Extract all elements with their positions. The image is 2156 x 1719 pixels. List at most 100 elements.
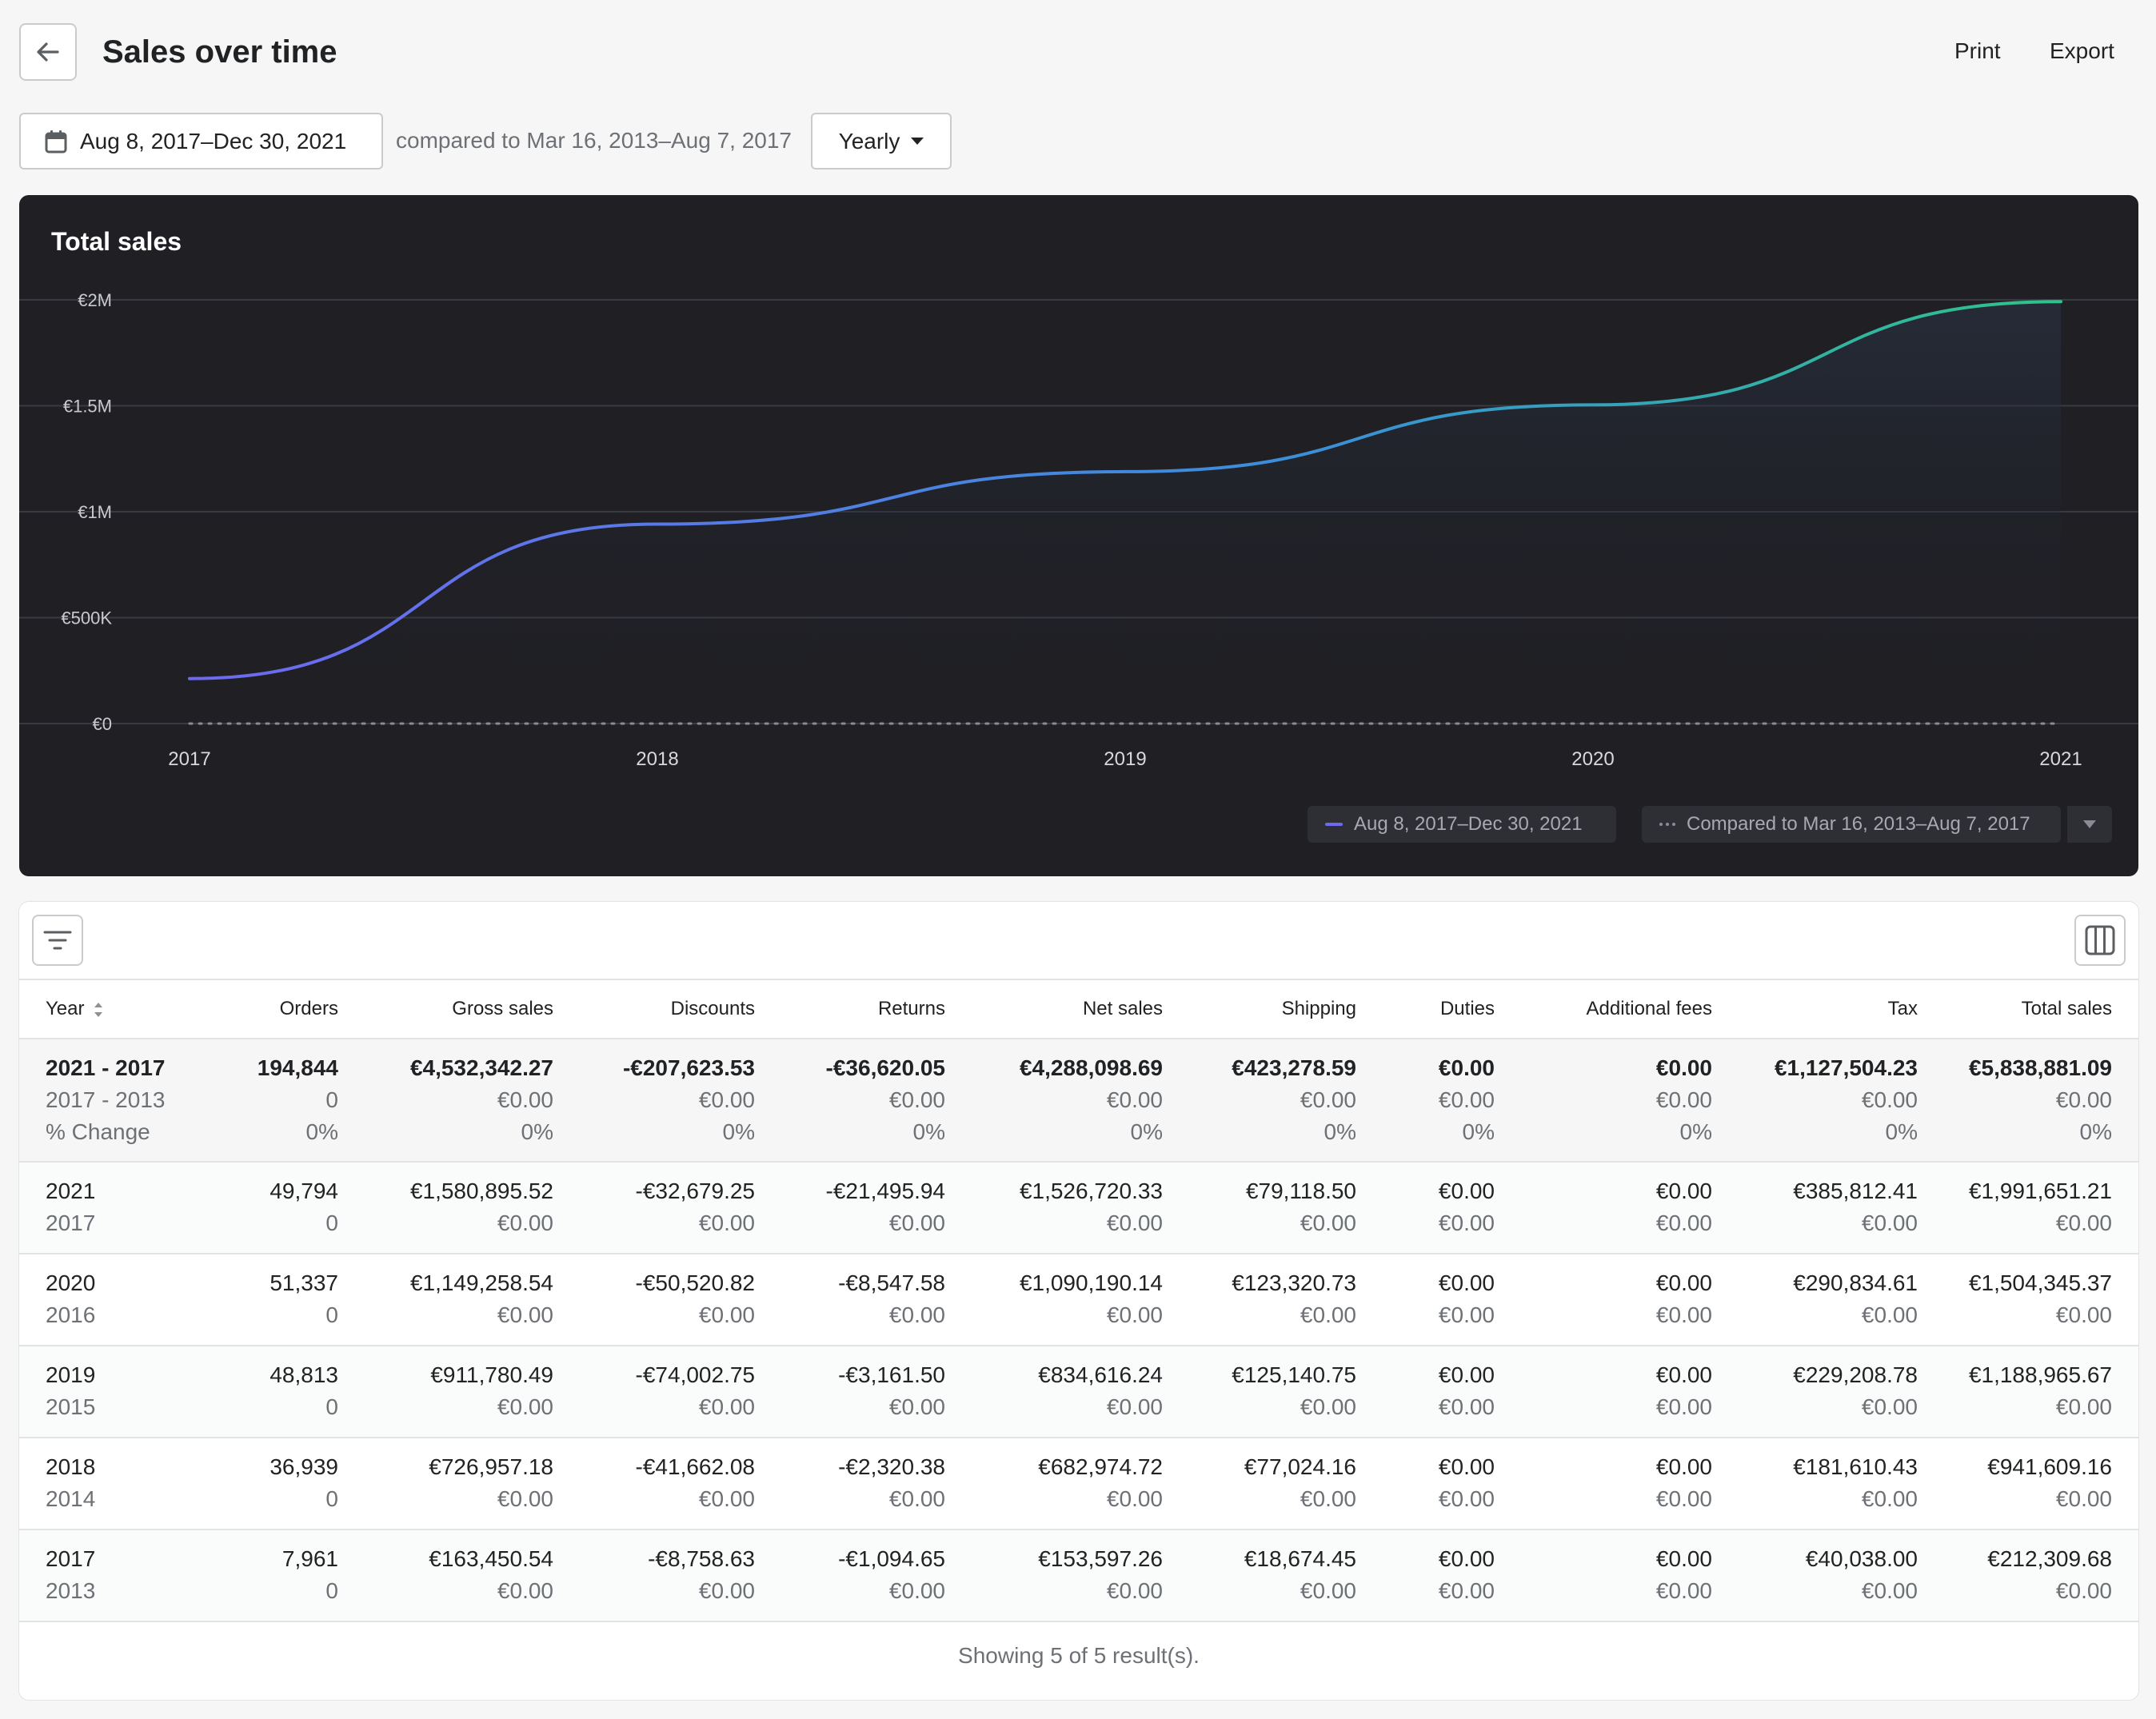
table-cell: €0.00 €0.00 <box>1356 1346 1495 1438</box>
column-header-tax[interactable]: Tax <box>1712 979 1918 1039</box>
table-cell: 36,939 0 <box>187 1438 338 1530</box>
cell-value: €1,188,965.67 <box>1968 1362 2112 1387</box>
cell-value: 0 <box>325 1578 338 1603</box>
cell-value: 0% <box>1885 1119 1918 1144</box>
column-header-total-sales[interactable]: Total sales <box>1918 979 2138 1039</box>
export-button[interactable]: Export <box>2050 38 2114 63</box>
cell-value: €0.00 <box>1655 1362 1712 1387</box>
cell-value: €0.00 <box>1655 1486 1712 1511</box>
print-button[interactable]: Print <box>1954 38 2001 63</box>
cell-value: 0 <box>325 1486 338 1511</box>
column-header-returns[interactable]: Returns <box>755 979 945 1039</box>
table-cell: €77,024.16 €0.00 <box>1163 1438 1356 1530</box>
cell-value: €0.00 <box>1300 1486 1356 1511</box>
table-cell: €153,597.26 €0.00 <box>945 1530 1163 1622</box>
cell-value: 0% <box>1462 1119 1495 1144</box>
cell-value: €0.00 <box>698 1394 755 1419</box>
filter-button[interactable] <box>32 915 83 966</box>
table-cell: €125,140.75 €0.00 <box>1163 1346 1356 1438</box>
cell-value: -€32,679.25 <box>635 1179 755 1203</box>
table-cell: -€32,679.25 €0.00 <box>553 1162 755 1254</box>
back-button[interactable] <box>19 23 77 81</box>
cell-value: €77,024.16 <box>1244 1454 1356 1479</box>
column-header-discounts[interactable]: Discounts <box>553 979 755 1039</box>
column-header-net-sales[interactable]: Net sales <box>945 979 1163 1039</box>
chart-title: Total sales <box>51 227 182 256</box>
table-cell: €385,812.41 €0.00 <box>1712 1162 1918 1254</box>
cell-value: €0.00 <box>888 1087 945 1112</box>
date-range-label: Aug 8, 2017–Dec 30, 2021 <box>80 128 347 154</box>
cell-value: €0.00 <box>1655 1055 1712 1080</box>
cell-value: 2018 <box>46 1454 96 1479</box>
cell-value: 51,337 <box>270 1270 338 1295</box>
cell-value: €423,278.59 <box>1232 1055 1356 1080</box>
date-range-picker[interactable]: Aug 8, 2017–Dec 30, 2021 <box>19 113 383 170</box>
period-select[interactable]: Yearly <box>811 113 952 170</box>
primary-series-line <box>188 300 2062 680</box>
series-area <box>190 301 2061 724</box>
cell-value: €0.00 <box>698 1486 755 1511</box>
cell-value: €0.00 <box>1861 1087 1918 1112</box>
cell-value: 48,813 <box>270 1362 338 1387</box>
cell-value: €0.00 <box>1106 1210 1163 1235</box>
cell-value: €0.00 <box>1438 1055 1495 1080</box>
cell-value: €212,309.68 <box>1987 1546 2112 1571</box>
columns-button[interactable] <box>2074 915 2126 966</box>
cell-value: €4,288,098.69 <box>1019 1055 1163 1080</box>
cell-value: 2021 - 2017 <box>46 1055 166 1080</box>
cell-value: 2021 <box>46 1179 96 1203</box>
table-row[interactable]: 2018 2014 36,939 0 €726,957.18 €0.00 -€41,662.… <box>19 1438 2138 1530</box>
cell-value: €125,140.75 <box>1232 1362 1356 1387</box>
cell-value: -€3,161.50 <box>838 1362 945 1387</box>
cell-value: €1,127,504.23 <box>1774 1055 1918 1080</box>
cell-value: 2017 - 2013 <box>46 1087 166 1112</box>
cell-value: -€50,520.82 <box>635 1270 755 1295</box>
table-cell: €1,991,651.21 €0.00 <box>1918 1162 2138 1254</box>
legend-primary-series[interactable]: Aug 8, 2017–Dec 30, 2021 <box>1308 806 1616 843</box>
cell-value: €1,504,345.37 <box>1968 1270 2112 1295</box>
cell-value: €0.00 <box>1106 1302 1163 1327</box>
table-cell: €911,780.49 €0.00 <box>338 1346 553 1438</box>
cell-value: 0 <box>325 1394 338 1419</box>
cell-value: -€21,495.94 <box>825 1179 945 1203</box>
cell-value: €0.00 <box>1300 1210 1356 1235</box>
cell-value: €0.00 <box>1655 1454 1712 1479</box>
cell-value: 7,961 <box>281 1546 338 1571</box>
table-row[interactable]: 2020 2016 51,337 0 €1,149,258.54 €0.00 -€50,52… <box>19 1254 2138 1346</box>
cell-value: €0.00 <box>2055 1486 2112 1511</box>
table-cell: €40,038.00 €0.00 <box>1712 1530 1918 1622</box>
column-header-shipping[interactable]: Shipping <box>1163 979 1356 1039</box>
cell-value: €0.00 <box>1861 1210 1918 1235</box>
x-tick-label: 2017 <box>168 748 210 770</box>
cell-value: €682,974.72 <box>1038 1454 1163 1479</box>
cell-value: €1,526,720.33 <box>1019 1179 1163 1203</box>
table-cell: -€36,620.05 €0.00 0% <box>755 1039 945 1163</box>
column-header-duties[interactable]: Duties <box>1356 979 1495 1039</box>
table-cell: -€8,758.63 €0.00 <box>553 1530 755 1622</box>
cell-value: €0.00 <box>888 1210 945 1235</box>
legend-primary-label: Aug 8, 2017–Dec 30, 2021 <box>1354 813 1583 835</box>
cell-value: €0.00 <box>1861 1486 1918 1511</box>
cell-value: €0.00 <box>1438 1394 1495 1419</box>
columns-icon <box>2085 925 2115 955</box>
table-row[interactable]: 2017 2013 7,961 0 €163,450.54 €0.00 -€8,758.63… <box>19 1530 2138 1622</box>
table-header-row: Year Orders Gross sales Discounts Return… <box>19 979 2138 1039</box>
cell-value: €0.00 <box>1438 1454 1495 1479</box>
cell-value: €0.00 <box>1655 1578 1712 1603</box>
cell-value: €0.00 <box>698 1087 755 1112</box>
table-cell: 2021 - 2017 2017 - 2013 % Change <box>19 1039 187 1163</box>
cell-value: €0.00 <box>1438 1179 1495 1203</box>
legend-compare-series[interactable]: Compared to Mar 16, 2013–Aug 7, 2017 <box>1642 806 2061 843</box>
table-cell: €1,188,965.67 €0.00 <box>1918 1346 2138 1438</box>
cell-value: €0.00 <box>888 1578 945 1603</box>
legend-dropdown-button[interactable] <box>2067 806 2112 843</box>
table-row[interactable]: 2019 2015 48,813 0 €911,780.49 €0.00 -€74,002.… <box>19 1346 2138 1438</box>
column-header-orders[interactable]: Orders <box>187 979 338 1039</box>
table-cell: €4,532,342.27 €0.00 0% <box>338 1039 553 1163</box>
column-header-gross-sales[interactable]: Gross sales <box>338 979 553 1039</box>
column-header-year[interactable]: Year <box>19 979 187 1039</box>
cell-value: €153,597.26 <box>1038 1546 1163 1571</box>
column-header-additional-fees[interactable]: Additional fees <box>1495 979 1712 1039</box>
table-row[interactable]: 2021 2017 49,794 0 €1,580,895.52 €0.00 -€32,67… <box>19 1162 2138 1254</box>
cell-value: €1,580,895.52 <box>409 1179 553 1203</box>
